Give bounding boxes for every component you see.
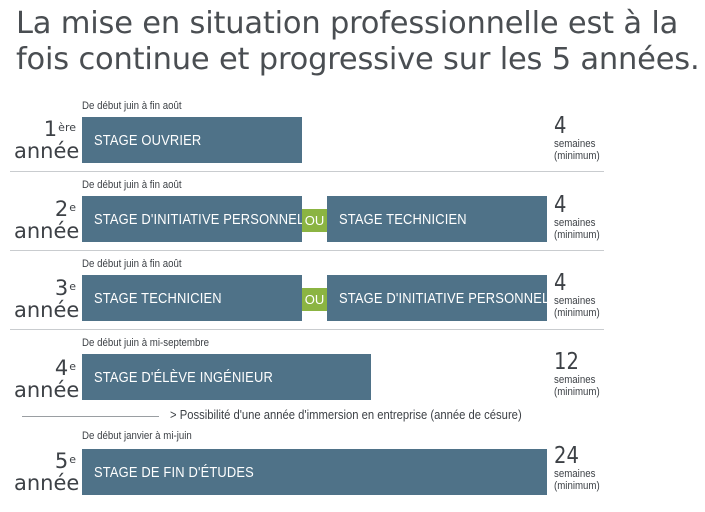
year-suffix: e <box>69 280 76 293</box>
year-row-2: De début juin à fin août 2e année STAGE … <box>0 179 705 259</box>
year-row-3: De début juin à fin août 3e année STAGE … <box>0 258 705 338</box>
stage-bar: STAGE TECHNICIEN <box>327 196 547 242</box>
year-word: année <box>14 378 80 402</box>
year-label: 3e année <box>14 276 80 322</box>
duration-unit: semaines <box>554 468 596 480</box>
year-suffix: e <box>69 201 76 214</box>
year-suffix: ère <box>58 121 76 134</box>
period-label: De début juin à fin août <box>82 258 182 270</box>
year-row-5: De début janvier à mi-juin 5e année STAG… <box>0 430 705 510</box>
stage-bar: STAGE D'ÉLÈVE INGÉNIEUR <box>82 354 371 400</box>
duration-minimum: (minimum) <box>554 480 600 492</box>
duration-minimum: (minimum) <box>554 307 600 319</box>
year-label: 4e année <box>14 356 80 402</box>
duration-unit: semaines <box>554 217 596 229</box>
gap-year-note: > Possibilité d'une année d'immersion en… <box>170 408 522 422</box>
divider <box>10 329 604 330</box>
stage-label: STAGE D'INITIATIVE PERSONNELLE <box>339 289 547 307</box>
duration-minimum: (minimum) <box>554 150 600 162</box>
duration: 4 semaines (minimum) <box>554 271 634 319</box>
divider <box>10 171 604 172</box>
duration-unit: semaines <box>554 138 596 150</box>
duration-weeks: 4 <box>554 113 567 139</box>
or-badge: OU <box>302 209 327 232</box>
duration-weeks: 12 <box>554 349 579 375</box>
year-label: 5e année <box>14 449 80 495</box>
period-label: De début janvier à mi-juin <box>82 430 192 442</box>
duration: 12 semaines (minimum) <box>554 350 634 398</box>
year-label: 1ère année <box>14 117 80 163</box>
period-label: De début juin à fin août <box>82 179 182 191</box>
year-row-1: De début juin à fin août 1ère année STAG… <box>0 100 705 180</box>
duration: 4 semaines (minimum) <box>554 193 634 241</box>
period-label: De début juin à fin août <box>82 100 182 112</box>
stage-label: STAGE D'ÉLÈVE INGÉNIEUR <box>94 368 273 386</box>
stage-label: STAGE D'INITIATIVE PERSONNELLE <box>94 210 302 228</box>
year-suffix: e <box>69 453 76 466</box>
divider <box>10 250 604 251</box>
period-label: De début juin à mi-septembre <box>82 337 209 349</box>
year-number: 2 <box>54 197 69 221</box>
year-label: 2e année <box>14 197 80 243</box>
duration-weeks: 4 <box>554 270 567 296</box>
stage-bar: STAGE TECHNICIEN <box>82 275 302 321</box>
page-title: La mise en situation professionnelle est… <box>16 6 700 77</box>
stage-label: STAGE TECHNICIEN <box>339 210 467 228</box>
duration-weeks: 24 <box>554 443 579 469</box>
stage-bar: STAGE OUVRIER <box>82 117 302 163</box>
stage-label: STAGE TECHNICIEN <box>94 289 222 307</box>
stage-bar: STAGE D'INITIATIVE PERSONNELLE <box>327 275 547 321</box>
year-word: année <box>14 471 80 495</box>
duration-unit: semaines <box>554 295 596 307</box>
stage-bar: STAGE DE FIN D'ÉTUDES <box>82 449 547 495</box>
year-word: année <box>14 219 80 243</box>
or-badge: OU <box>302 288 327 311</box>
duration-minimum: (minimum) <box>554 229 600 241</box>
year-word: année <box>14 298 80 322</box>
duration-minimum: (minimum) <box>554 386 600 398</box>
stage-bar: STAGE D'INITIATIVE PERSONNELLE <box>82 196 302 242</box>
duration-weeks: 4 <box>554 192 567 218</box>
stage-label: STAGE OUVRIER <box>94 131 202 149</box>
year-suffix: e <box>69 360 76 373</box>
stage-label: STAGE DE FIN D'ÉTUDES <box>94 463 254 481</box>
note-line <box>22 416 159 417</box>
year-word: année <box>14 139 80 163</box>
duration: 24 semaines (minimum) <box>554 444 634 492</box>
year-row-4: De début juin à mi-septembre 4e année ST… <box>0 337 705 417</box>
year-number: 4 <box>54 356 69 380</box>
year-number: 3 <box>54 276 69 300</box>
duration: 4 semaines (minimum) <box>554 114 634 162</box>
duration-unit: semaines <box>554 374 596 386</box>
year-number: 1 <box>43 117 58 141</box>
year-number: 5 <box>54 449 69 473</box>
